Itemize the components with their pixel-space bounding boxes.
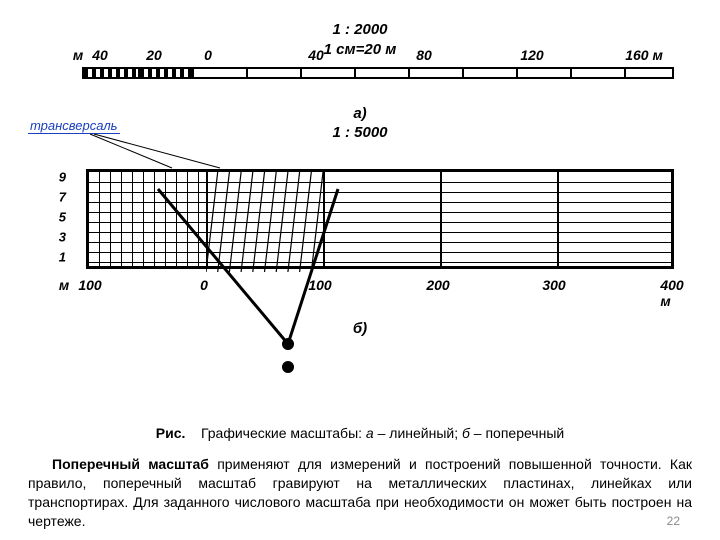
caption-prefix: Рис. — [156, 425, 186, 441]
caption-a: а — [366, 425, 374, 441]
scale-b-title: 1 : 5000 — [28, 124, 692, 141]
para-lead: Поперечный масштаб — [52, 456, 209, 472]
compass-vee — [28, 169, 720, 379]
caption-text-prefix: Графические масштабы: — [201, 425, 362, 441]
linear-scale-a: м402004080120160 м — [28, 63, 692, 103]
caption-b-def: – поперечный — [474, 425, 564, 441]
body-paragraph: Поперечный масштаб применяют для измерен… — [28, 455, 692, 531]
sublabel-a: а) — [28, 105, 692, 122]
scale-cm-eq: 1 см=20 м — [28, 40, 692, 60]
figure-caption: Рис. Графические масштабы: а – линейный;… — [28, 425, 692, 441]
transversal-scale-b: 97531 м1000100200300400 м — [28, 169, 692, 329]
sublabel-b: б) — [0, 320, 720, 337]
caption-b: б — [462, 425, 470, 441]
scale-ratio: 1 : 2000 — [28, 20, 692, 40]
ruler-a-bar — [82, 67, 674, 79]
page-number: 22 — [667, 514, 680, 528]
scale-header: 1 : 2000 1 см=20 м — [28, 20, 692, 59]
caption-a-def: – линейный; — [378, 425, 459, 441]
transversal-callout: трансверсаль — [28, 118, 120, 134]
